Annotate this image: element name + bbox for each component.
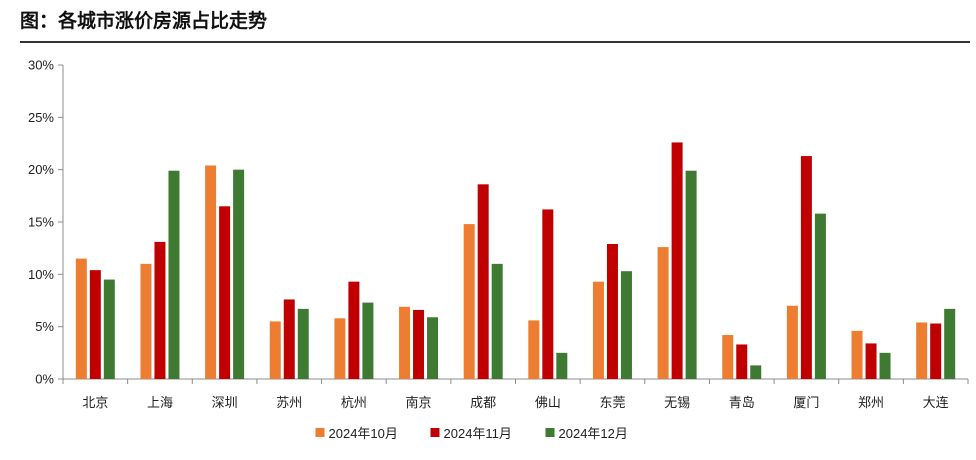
y-tick-label: 20% <box>28 162 54 177</box>
bar-青岛-2024年11月 <box>736 344 748 379</box>
bar-苏州-2024年12月 <box>297 308 309 379</box>
bar-佛山-2024年12月 <box>556 352 568 379</box>
x-category-label: 大连 <box>923 395 949 411</box>
bar-东莞-2024年11月 <box>606 243 618 379</box>
legend-label: 2024年11月 <box>444 426 512 441</box>
y-tick-label: 25% <box>28 110 54 125</box>
bar-杭州-2024年10月 <box>334 318 346 379</box>
bar-无锡-2024年10月 <box>657 247 669 379</box>
bar-东莞-2024年12月 <box>620 271 632 379</box>
bar-佛山-2024年10月 <box>528 320 540 379</box>
legend-label: 2024年10月 <box>329 426 398 441</box>
bar-厦门-2024年12月 <box>814 213 826 379</box>
bar-成都-2024年11月 <box>477 184 489 379</box>
x-category-label: 北京 <box>82 396 108 411</box>
x-category-label: 厦门 <box>793 396 819 411</box>
bar-杭州-2024年12月 <box>362 302 374 379</box>
bar-青岛-2024年12月 <box>750 365 762 379</box>
bar-成都-2024年10月 <box>463 224 475 379</box>
y-axis: 0% 5% 10% 15% 20% 25% 30% <box>28 58 64 387</box>
bar-大连-2024年11月 <box>930 323 942 379</box>
bar-东莞-2024年10月 <box>592 281 604 379</box>
chart-title: 图：各城市涨价房源占比走势 <box>20 10 268 32</box>
bar-北京-2024年10月 <box>75 258 87 379</box>
bar-深圳-2024年12月 <box>233 169 245 379</box>
bar-上海-2024年12月 <box>168 170 180 379</box>
legend-swatch <box>545 428 555 437</box>
x-axis: 北京 上海 深圳 苏州 杭州 南京 成都 佛山 东莞 无锡 青岛 厦门 郑州 大连 <box>62 378 969 411</box>
y-tick-label: 15% <box>28 215 54 230</box>
bar-厦门-2024年11月 <box>800 156 812 379</box>
x-category-label: 南京 <box>406 395 432 411</box>
y-tick-label: 5% <box>35 319 54 334</box>
bar-大连-2024年10月 <box>916 322 928 379</box>
bar-南京-2024年10月 <box>399 306 411 379</box>
bars <box>75 142 956 379</box>
bar-郑州-2024年10月 <box>851 330 863 379</box>
x-category-label: 苏州 <box>276 395 302 411</box>
bar-无锡-2024年11月 <box>671 142 683 379</box>
x-category-label: 成都 <box>470 396 496 411</box>
bar-北京-2024年11月 <box>89 270 101 379</box>
bar-郑州-2024年11月 <box>865 343 877 379</box>
y-tick-label: 30% <box>28 58 54 73</box>
y-tick-label: 10% <box>28 267 54 282</box>
legend-swatch <box>315 428 325 437</box>
bar-北京-2024年12月 <box>103 279 115 379</box>
legend-label: 2024年12月 <box>559 426 628 441</box>
x-category-label: 上海 <box>147 396 173 411</box>
bar-苏州-2024年11月 <box>283 299 295 379</box>
bar-成都-2024年12月 <box>491 263 503 379</box>
bar-无锡-2024年12月 <box>685 170 697 379</box>
bar-南京-2024年12月 <box>427 317 439 379</box>
bar-深圳-2024年10月 <box>205 165 217 379</box>
x-category-label: 佛山 <box>535 396 561 411</box>
bar-深圳-2024年11月 <box>219 206 231 379</box>
bar-佛山-2024年11月 <box>542 209 554 379</box>
legend: 2024年10月 2024年11月 2024年12月 <box>315 426 628 441</box>
x-category-label: 深圳 <box>212 396 238 411</box>
x-category-label: 青岛 <box>729 395 755 411</box>
y-tick-label: 0% <box>35 372 54 387</box>
bar-上海-2024年10月 <box>140 263 152 379</box>
x-category-label: 杭州 <box>341 396 367 411</box>
bar-上海-2024年11月 <box>154 241 166 379</box>
bar-南京-2024年11月 <box>413 309 425 379</box>
bar-苏州-2024年10月 <box>269 321 281 379</box>
bar-郑州-2024年12月 <box>879 352 891 379</box>
legend-swatch <box>430 428 440 437</box>
bar-厦门-2024年10月 <box>786 305 798 379</box>
x-category-label: 东莞 <box>599 396 625 411</box>
bar-青岛-2024年10月 <box>722 335 734 379</box>
bar-大连-2024年12月 <box>944 308 956 379</box>
bar-杭州-2024年11月 <box>348 281 360 379</box>
title-underline <box>20 41 970 43</box>
x-category-label: 郑州 <box>858 396 884 411</box>
x-category-label: 无锡 <box>664 396 690 411</box>
